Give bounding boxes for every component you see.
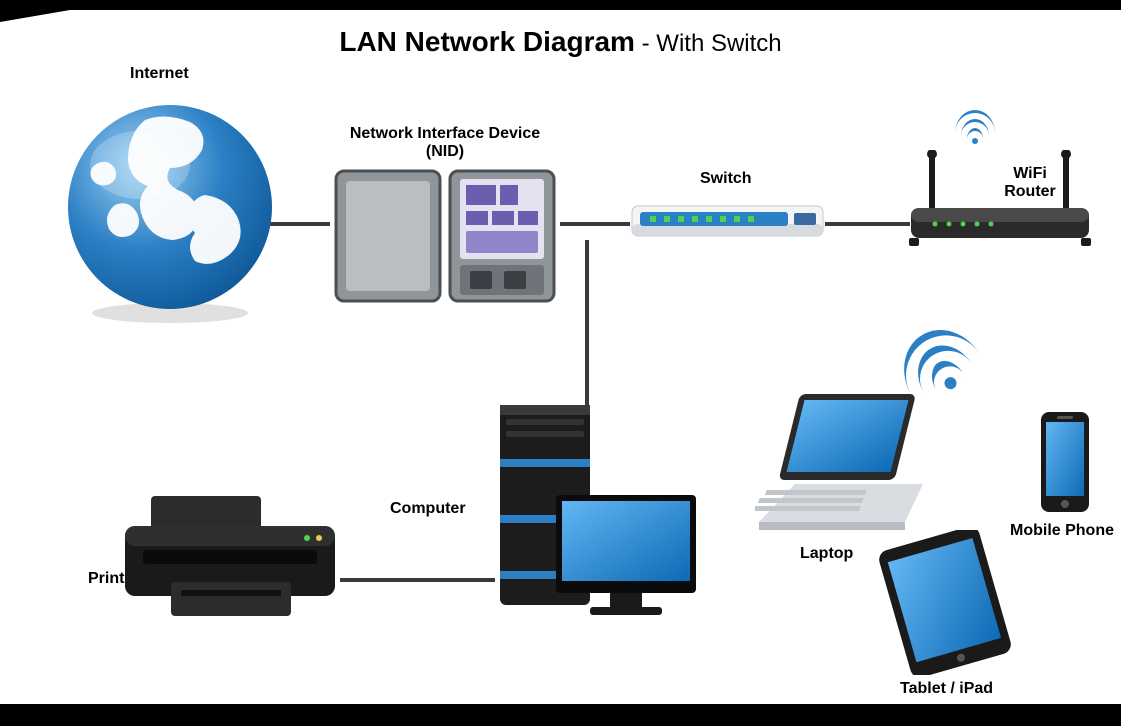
nid-label: Network Interface Device(NID) (320, 125, 570, 162)
laptop-icon (755, 390, 925, 540)
phone-icon (1035, 410, 1095, 515)
diagram-title: LAN Network Diagram - With Switch (0, 26, 1121, 58)
computer-label: Computer (390, 500, 466, 518)
computer-icon (490, 395, 700, 625)
wifi-icon-small (955, 110, 995, 146)
bottom-bar (0, 704, 1121, 726)
internet-icon (55, 95, 285, 325)
cable-switch-computer (585, 240, 589, 415)
tablet-icon (875, 530, 1015, 675)
nid-icon (330, 165, 560, 310)
top-bar-triangle (0, 10, 70, 22)
cable-switch-router (825, 222, 910, 226)
phone-label: Mobile Phone (1010, 522, 1114, 540)
laptop-label: Laptop (800, 545, 853, 563)
title-main: LAN Network Diagram (339, 26, 635, 57)
cable-computer-printer (340, 578, 495, 582)
title-sub: - With Switch (635, 30, 782, 57)
printer-icon (115, 490, 345, 630)
cable-nid-switch (560, 222, 630, 226)
top-bar (0, 0, 1121, 10)
internet-label: Internet (130, 65, 189, 83)
tablet-label: Tablet / iPad (900, 680, 993, 698)
switch-icon (630, 200, 825, 244)
switch-label: Switch (700, 170, 752, 188)
router-icon (905, 150, 1095, 250)
